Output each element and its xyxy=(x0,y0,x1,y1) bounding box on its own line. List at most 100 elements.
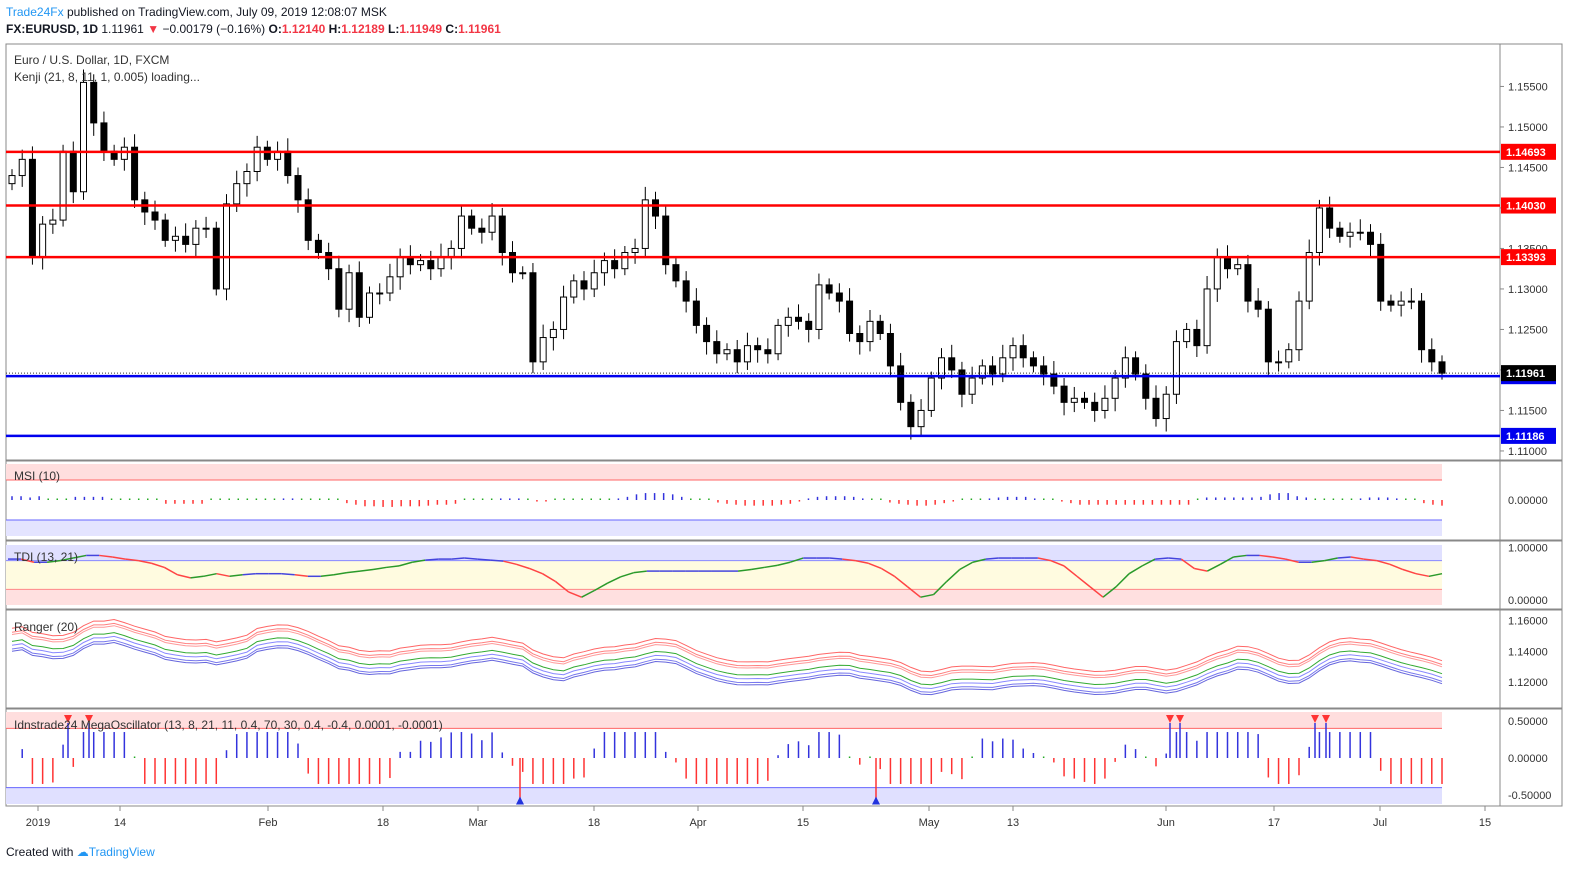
high-label: H: xyxy=(328,22,342,36)
tradingview-logo-icon: ☁ xyxy=(76,845,89,859)
symbol-ohlc-line: FX:EURUSD, 1D 1.11961 ▼ −0.00179 (−0.16%… xyxy=(6,22,501,36)
candle-body xyxy=(549,328,557,339)
tdi-line-segment xyxy=(398,561,413,567)
pane-frame-1 xyxy=(5,460,1563,541)
candle-body xyxy=(641,199,649,249)
tdi-line-segment xyxy=(1141,558,1156,567)
level-tag xyxy=(1501,427,1556,444)
candle-body xyxy=(345,272,353,310)
candle-body xyxy=(692,300,700,326)
candle-body xyxy=(560,296,568,330)
tdi-line-segment xyxy=(1428,572,1443,578)
level-tag xyxy=(1501,197,1556,214)
y-tick-label: 1.15500 xyxy=(1508,81,1548,93)
candle-body xyxy=(212,227,220,290)
tdi-line-segment xyxy=(1233,554,1247,558)
tdi-line-segment xyxy=(868,562,882,570)
candle-body xyxy=(703,324,711,343)
candle-body xyxy=(774,324,782,355)
buy-signal-arrow-icon xyxy=(516,796,524,805)
tdi-line-segment xyxy=(829,557,843,560)
tdi-line-segment xyxy=(763,564,778,569)
candle-body xyxy=(1183,328,1191,343)
candle-body xyxy=(182,235,190,245)
candle-body xyxy=(743,345,751,363)
y-tick-label: 1.13000 xyxy=(1508,284,1548,296)
tdi-line-segment xyxy=(1272,556,1286,560)
candle-body xyxy=(1295,300,1303,351)
candle-body xyxy=(1029,357,1037,367)
candle-body xyxy=(1418,300,1426,351)
candle-body xyxy=(978,365,986,379)
ranger-band-line xyxy=(11,641,1443,696)
tdi-line-segment xyxy=(359,568,374,572)
last-price-tag xyxy=(1501,365,1556,382)
tdi-line-segment xyxy=(164,566,178,576)
mega-y-label: -0.50000 xyxy=(1508,790,1551,802)
candle-body xyxy=(1367,231,1374,245)
candle-body xyxy=(1326,207,1334,229)
tdi-line-segment xyxy=(1063,565,1078,577)
candle-body xyxy=(652,199,659,217)
candle-body xyxy=(1040,365,1048,375)
tdi-line-segment xyxy=(737,568,752,572)
ranger-band-line xyxy=(11,639,1443,693)
tdi-line-segment xyxy=(346,570,361,574)
x-tick-label: Apr xyxy=(689,817,706,829)
candle-body xyxy=(151,211,159,221)
close-label: C: xyxy=(445,22,459,36)
candle-body xyxy=(723,349,731,355)
tdi-line-segment xyxy=(425,558,439,561)
tdi-line-segment xyxy=(138,559,152,564)
candle-body xyxy=(437,256,445,270)
author-link[interactable]: Trade24Fx xyxy=(6,5,64,19)
candle-body xyxy=(999,357,1007,375)
tdi-pane-title: TDI (13, 21) xyxy=(14,550,79,564)
candle-body xyxy=(335,268,343,310)
tdi-line-segment xyxy=(73,554,87,559)
tdi-line-segment xyxy=(594,582,609,592)
level-tag xyxy=(1501,143,1556,160)
candle-body xyxy=(1009,345,1017,359)
tradingview-link[interactable]: TradingView xyxy=(88,845,155,859)
tdi-line-segment xyxy=(216,572,230,578)
msi-pane-title: MSI (10) xyxy=(14,469,61,483)
tdi-lower-band xyxy=(6,589,1442,605)
tdi-line-segment xyxy=(920,593,934,598)
close-value: 1.11961 xyxy=(458,22,501,36)
sell-signal-arrow-icon xyxy=(1166,715,1174,723)
candle-body xyxy=(1234,264,1242,270)
candle-body xyxy=(284,150,292,177)
candle-body xyxy=(672,264,680,282)
candle-body xyxy=(682,280,690,302)
candle-body xyxy=(1254,300,1262,310)
mega-lower-band xyxy=(6,787,1442,804)
candle-body xyxy=(488,215,496,233)
ranger-pane-title: Ranger (20) xyxy=(14,620,79,634)
tdi-line-segment xyxy=(907,586,922,598)
candle-body xyxy=(539,337,547,363)
candle-body xyxy=(468,215,476,229)
last-price: 1.11961 xyxy=(101,22,144,36)
tdi-line-segment xyxy=(112,556,126,560)
tdi-line-segment xyxy=(1324,557,1338,562)
tdi-line-segment xyxy=(1168,557,1182,560)
x-tick-label: May xyxy=(919,817,940,829)
tdi-line-segment xyxy=(581,589,595,598)
y-tick-label: 1.15000 xyxy=(1508,122,1548,134)
candle-body xyxy=(886,333,894,367)
tdi-upper-band xyxy=(6,545,1442,561)
candle-body xyxy=(805,320,813,330)
tdi-line-segment xyxy=(1089,586,1104,598)
tdi-line-segment xyxy=(464,557,478,560)
tdi-line-segment xyxy=(203,572,217,578)
candle-body xyxy=(1407,300,1415,303)
mega-oscillator-title: Idnstrade24 MegaOscillator (13, 8, 21, 1… xyxy=(14,718,443,732)
candle-body xyxy=(1356,231,1364,234)
candle-body xyxy=(927,377,935,411)
candle-body xyxy=(243,171,251,185)
x-tick-label: 18 xyxy=(588,817,600,829)
tdi-line-segment xyxy=(1415,572,1430,578)
ranger-y-label: 1.12000 xyxy=(1508,677,1548,689)
